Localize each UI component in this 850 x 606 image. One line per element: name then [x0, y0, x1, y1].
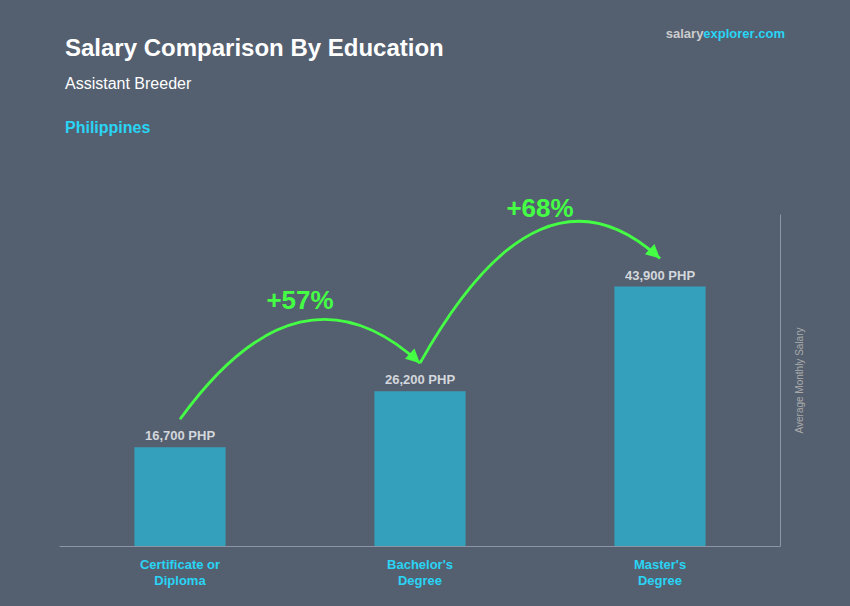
svg-text:+57%: +57%: [266, 285, 333, 315]
svg-text:Bachelor's: Bachelor's: [387, 557, 453, 572]
svg-text:Certificate or: Certificate or: [140, 557, 220, 572]
svg-text:Degree: Degree: [398, 573, 442, 588]
svg-text:Diploma: Diploma: [154, 573, 206, 588]
svg-text:Salary Comparison By Education: Salary Comparison By Education: [65, 34, 444, 61]
svg-text:16,700 PHP: 16,700 PHP: [145, 428, 215, 443]
svg-text:.com: .com: [755, 26, 785, 41]
svg-text:Assistant Breeder: Assistant Breeder: [65, 75, 192, 92]
svg-text:Master's: Master's: [634, 557, 686, 572]
svg-text:Average Monthly Salary: Average Monthly Salary: [794, 328, 805, 434]
svg-text:explorer: explorer: [703, 26, 754, 41]
svg-text:26,200 PHP: 26,200 PHP: [385, 372, 455, 387]
svg-text:43,900 PHP: 43,900 PHP: [625, 268, 695, 283]
svg-text:salary: salary: [666, 26, 704, 41]
svg-text:Philippines: Philippines: [65, 119, 150, 136]
svg-text:+68%: +68%: [506, 193, 573, 223]
svg-text:Degree: Degree: [638, 573, 682, 588]
